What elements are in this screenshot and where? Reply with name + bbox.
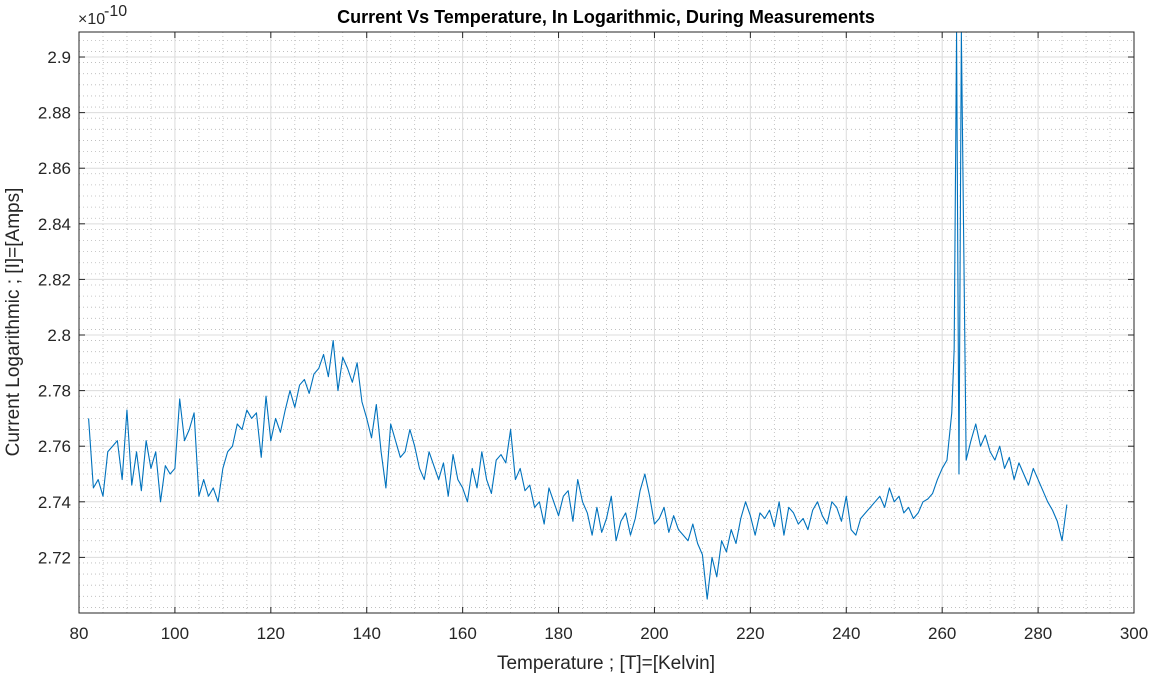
x-tick-label: 180 xyxy=(544,624,572,643)
plot-area xyxy=(79,32,1134,613)
y-exponent-base: ×10 xyxy=(78,11,105,28)
y-exponent-power: -10 xyxy=(104,3,127,20)
x-tick-label: 280 xyxy=(1024,624,1052,643)
y-axis-label: Current Logarithmic ; [I]=[Amps] xyxy=(3,188,24,457)
y-tick-label: 2.86 xyxy=(38,159,71,178)
x-tick-label: 260 xyxy=(928,624,956,643)
chart-title: Current Vs Temperature, In Logarithmic, … xyxy=(337,7,875,27)
y-tick-label: 2.82 xyxy=(38,270,71,289)
x-axis-label: Temperature ; [T]=[Kelvin] xyxy=(497,653,715,674)
y-tick-label: 2.76 xyxy=(38,437,71,456)
x-tick-label: 120 xyxy=(257,624,285,643)
y-tick-label: 2.9 xyxy=(47,48,71,67)
x-tick-label: 80 xyxy=(70,624,89,643)
x-tick-label: 200 xyxy=(640,624,668,643)
y-tick-label: 2.88 xyxy=(38,104,71,123)
x-tick-label: 140 xyxy=(353,624,381,643)
minor-grid xyxy=(79,32,1134,613)
x-tick-label: 240 xyxy=(832,624,860,643)
x-tick-label: 300 xyxy=(1120,624,1148,643)
x-tick-labels: 80 100 120 140 160 180 200 220 240 260 280 300 xyxy=(70,624,1149,643)
x-tick-label: 160 xyxy=(448,624,476,643)
plot-frame xyxy=(78,31,1135,614)
y-tick-label: 2.84 xyxy=(38,215,71,234)
series-line xyxy=(88,32,1068,600)
x-tick-label: 220 xyxy=(736,624,764,643)
series-layer xyxy=(88,32,1068,600)
y-tick-label: 2.8 xyxy=(47,326,71,345)
axis-ticks xyxy=(78,32,1135,613)
x-tick-label: 100 xyxy=(161,624,189,643)
y-tick-label: 2.72 xyxy=(38,548,71,567)
y-tick-label: 2.74 xyxy=(38,493,71,512)
y-tick-label: 2.78 xyxy=(38,382,71,401)
y-tick-labels: 2.72 2.74 2.76 2.78 2.8 2.82 2.84 2.86 2.88 2.9 xyxy=(38,48,71,567)
